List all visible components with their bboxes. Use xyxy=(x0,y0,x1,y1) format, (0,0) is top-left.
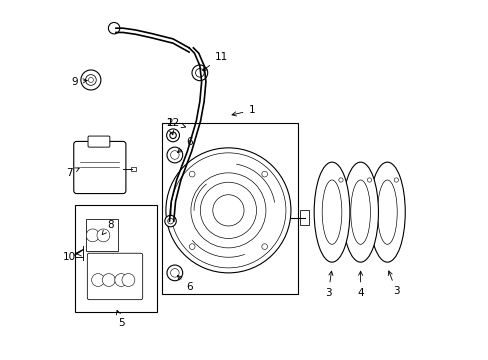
Circle shape xyxy=(85,75,96,85)
Bar xyxy=(299,210,308,225)
Circle shape xyxy=(195,68,203,77)
Text: 9: 9 xyxy=(71,77,87,87)
Text: 4: 4 xyxy=(357,271,363,297)
Circle shape xyxy=(91,274,104,287)
Circle shape xyxy=(108,22,120,34)
Circle shape xyxy=(86,229,99,242)
Text: 5: 5 xyxy=(116,310,124,328)
Text: 8: 8 xyxy=(102,220,114,235)
Circle shape xyxy=(338,178,343,182)
Circle shape xyxy=(166,129,179,142)
Text: 3: 3 xyxy=(325,271,332,297)
Bar xyxy=(131,167,135,171)
Ellipse shape xyxy=(350,180,370,244)
Circle shape xyxy=(166,147,183,163)
Circle shape xyxy=(122,274,135,287)
Text: 2: 2 xyxy=(166,118,173,135)
Circle shape xyxy=(167,218,173,224)
Circle shape xyxy=(115,274,127,287)
Ellipse shape xyxy=(369,162,405,262)
Circle shape xyxy=(164,215,176,227)
Circle shape xyxy=(165,148,290,273)
Ellipse shape xyxy=(377,180,396,244)
FancyBboxPatch shape xyxy=(88,136,110,147)
Ellipse shape xyxy=(322,180,341,244)
Text: 3: 3 xyxy=(387,271,399,296)
Circle shape xyxy=(166,265,183,281)
Circle shape xyxy=(189,244,195,249)
Circle shape xyxy=(97,229,110,242)
Circle shape xyxy=(169,132,176,139)
Circle shape xyxy=(192,65,207,81)
Text: 6: 6 xyxy=(177,138,192,153)
Text: 1: 1 xyxy=(232,105,254,116)
Circle shape xyxy=(102,274,115,287)
Bar xyxy=(162,123,298,294)
Circle shape xyxy=(261,244,267,249)
Ellipse shape xyxy=(313,162,349,262)
Circle shape xyxy=(189,171,195,177)
Circle shape xyxy=(170,151,179,159)
Circle shape xyxy=(366,178,371,182)
Text: 12: 12 xyxy=(166,118,185,128)
Ellipse shape xyxy=(342,162,378,262)
Circle shape xyxy=(81,70,101,90)
Text: 6: 6 xyxy=(177,275,192,292)
Text: 10: 10 xyxy=(63,252,76,262)
Text: 11: 11 xyxy=(203,52,227,71)
FancyBboxPatch shape xyxy=(87,253,142,300)
Circle shape xyxy=(170,269,179,277)
Circle shape xyxy=(393,178,398,182)
Bar xyxy=(75,205,157,312)
Circle shape xyxy=(261,171,267,177)
Bar xyxy=(85,219,118,251)
Circle shape xyxy=(88,77,93,82)
Text: 7: 7 xyxy=(66,168,79,178)
FancyBboxPatch shape xyxy=(74,141,125,194)
